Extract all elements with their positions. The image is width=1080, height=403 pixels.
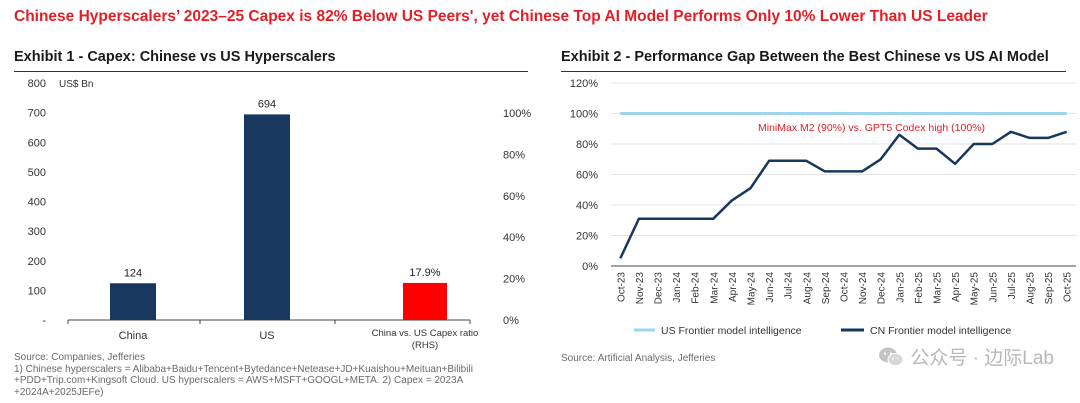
exhibit1-title-rule <box>14 71 528 72</box>
x-tick-label: Jul-24 <box>784 272 795 300</box>
bar-value-label: 124 <box>124 267 142 279</box>
exhibit2-title-rule <box>561 71 1066 72</box>
exhibit1-bar-chart: - 100 200 300 400 500 600 700 800 US$ Bn 0% 20% 40% 6… <box>28 78 532 351</box>
y-axis-unit: US$ Bn <box>59 79 93 90</box>
y-tick-label: 300 <box>28 226 46 238</box>
x-tick-label: Nov-24 <box>858 272 869 305</box>
bar-china <box>110 283 156 320</box>
x-category-label: China <box>119 330 149 342</box>
x-tick-label: Feb-25 <box>914 272 925 304</box>
bar-us <box>244 114 290 320</box>
x-tick-label: Jun-24 <box>765 272 776 303</box>
x-tick-label: May-25 <box>970 272 981 306</box>
y-tick-label: 800 <box>28 78 46 90</box>
x-category-label: China vs. US Capex ratio <box>372 328 479 339</box>
x-tick-label: Aug-24 <box>802 272 813 305</box>
y-tick-label: 0% <box>582 261 598 273</box>
series-cn-frontier <box>619 130 1068 259</box>
y-tick-label: 20% <box>576 231 598 243</box>
y-tick-label: 40% <box>576 200 598 212</box>
x-tick-label: Oct-23 <box>616 272 627 302</box>
exhibit2-source: Source: Artificial Analysis, Jefferies <box>561 353 716 364</box>
chart-annotation: MiniMax M2 (90%) vs. GPT5 Codex high (10… <box>758 122 985 134</box>
watermark-text: 公众号 · 边际Lab <box>910 348 1054 369</box>
y-tick-label: 200 <box>28 256 46 268</box>
x-tick-label: Dec-23 <box>654 272 665 305</box>
x-tick-label: Apr-24 <box>728 272 739 302</box>
x-category-label: (RHS) <box>412 340 438 351</box>
y-tick-label: 400 <box>28 197 46 209</box>
exhibit1-title: Exhibit 1 - Capex: Chinese vs US Hypersc… <box>14 49 336 65</box>
x-tick-label: Apr-25 <box>951 272 962 302</box>
x-tick-label: Mar-24 <box>709 272 720 304</box>
y2-tick-label: 20% <box>503 274 525 286</box>
bar-value-label: 17.9% <box>409 267 440 279</box>
x-tick-label: Nov-23 <box>635 272 646 305</box>
exhibit2-line-chart: 0% 20% 40% 60% 80% 100% 120% Oct-23 Nov-23 Dec-23… <box>570 78 1076 337</box>
exhibit1-note-line: 1) Chinese hyperscalers = Alibaba+Baidu+… <box>14 363 473 375</box>
x-tick-label: May-24 <box>747 272 758 306</box>
headline: Chinese Hyperscalers’ 2023–25 Capex is 8… <box>14 8 988 25</box>
x-tick-label: Mar-25 <box>933 272 944 304</box>
y2-tick-label: 80% <box>503 149 525 161</box>
exhibit1-note-line: +PDD+Trip.com+Kingsoft Cloud. US hypersc… <box>14 375 464 386</box>
watermark: 公众号 · 边际Lab <box>878 343 1054 370</box>
y-tick-label: 120% <box>570 78 598 90</box>
exhibit1-note-line: +2024A+2025JEFe) <box>14 386 104 398</box>
x-tick-label: Feb-24 <box>691 272 702 304</box>
legend-label-cn: CN Frontier model intelligence <box>870 325 1011 337</box>
y2-tick-label: 60% <box>503 191 525 203</box>
y-tick-label: - <box>42 315 46 327</box>
bar-capex-ratio <box>403 282 447 320</box>
y2-tick-label: 0% <box>503 315 519 327</box>
x-category-label: US <box>259 330 274 342</box>
x-tick-label: Dec-24 <box>877 272 888 305</box>
legend-label-us: US Frontier model intelligence <box>661 325 802 337</box>
y-tick-label: 100% <box>570 109 598 121</box>
exhibit1-source-line: Source: Companies, Jefferies <box>14 352 145 363</box>
exhibit1-source: Source: Companies, Jefferies 1) Chinese … <box>14 352 473 398</box>
x-tick-label: Oct-25 <box>1063 272 1074 302</box>
bar-value-label: 694 <box>258 98 276 110</box>
exhibit2-title: Exhibit 2 - Performance Gap Between the … <box>561 49 1049 65</box>
x-tick-label: Oct-24 <box>840 272 851 302</box>
y-tick-label: 80% <box>576 139 598 151</box>
x-tick-label: Jun-25 <box>988 272 999 303</box>
y-tick-label: 500 <box>28 167 46 179</box>
x-tick-label: Sep-25 <box>1044 272 1055 305</box>
wechat-icon <box>879 347 904 366</box>
y-tick-label: 100 <box>28 285 46 297</box>
y-tick-label: 600 <box>28 137 46 149</box>
x-tick-label: Aug-25 <box>1026 272 1037 305</box>
x-tick-label: Jan-25 <box>895 272 906 303</box>
x-tick-label: Jul-25 <box>1007 272 1018 300</box>
x-tick-label: Jan-24 <box>672 272 683 303</box>
y-tick-label: 700 <box>28 108 46 120</box>
y2-tick-label: 100% <box>503 108 531 120</box>
y-tick-label: 60% <box>576 170 598 182</box>
y2-tick-label: 40% <box>503 232 525 244</box>
x-tick-label: Sep-24 <box>821 272 832 305</box>
